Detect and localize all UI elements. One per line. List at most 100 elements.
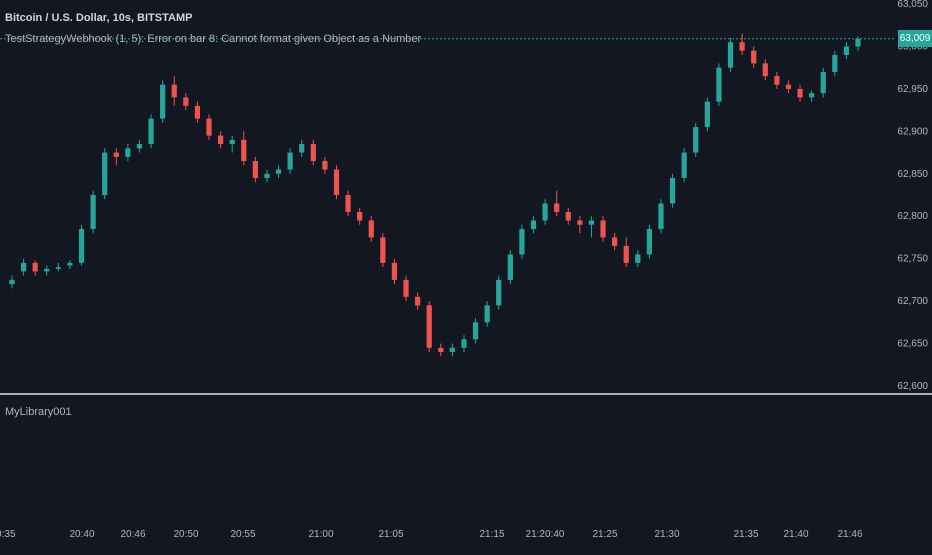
candle[interactable] xyxy=(727,37,734,72)
candle[interactable] xyxy=(530,216,537,234)
candle[interactable] xyxy=(20,258,27,276)
candle[interactable] xyxy=(299,139,305,157)
candle[interactable] xyxy=(380,233,386,268)
candle[interactable] xyxy=(171,76,177,106)
candle[interactable] xyxy=(681,148,687,183)
candle[interactable] xyxy=(252,156,258,183)
candle-body xyxy=(739,42,745,51)
candle[interactable] xyxy=(90,190,96,234)
candle[interactable] xyxy=(426,301,432,353)
candle[interactable] xyxy=(333,165,340,200)
candle[interactable] xyxy=(136,139,143,153)
candle[interactable] xyxy=(241,131,247,166)
candle[interactable] xyxy=(32,260,38,276)
x-tick-label: 20:50 xyxy=(173,529,198,540)
candle-body xyxy=(368,220,374,238)
candle[interactable] xyxy=(183,93,189,111)
candle-body xyxy=(669,178,676,204)
candle-body xyxy=(646,228,653,255)
candle-body xyxy=(102,152,108,195)
candle[interactable] xyxy=(125,144,131,162)
candle[interactable] xyxy=(554,190,560,217)
candle[interactable] xyxy=(345,190,351,217)
candle[interactable] xyxy=(217,131,224,149)
candle-body xyxy=(693,127,699,153)
candle[interactable] xyxy=(762,59,768,81)
candle[interactable] xyxy=(693,122,699,157)
candle[interactable] xyxy=(275,165,282,179)
candle[interactable] xyxy=(785,80,792,94)
candle[interactable] xyxy=(658,199,664,234)
candle[interactable] xyxy=(669,173,676,208)
candle-body xyxy=(206,118,212,136)
candle[interactable] xyxy=(542,199,548,225)
candle[interactable] xyxy=(832,50,838,77)
candle[interactable] xyxy=(55,262,61,272)
candle[interactable] xyxy=(67,260,73,269)
candle-body xyxy=(774,76,780,85)
candle-body xyxy=(299,144,305,153)
candle[interactable] xyxy=(194,101,201,123)
candle[interactable] xyxy=(739,33,745,55)
candle[interactable] xyxy=(357,207,363,225)
candle[interactable] xyxy=(438,343,444,357)
x-tick-label: 21:05 xyxy=(378,529,403,540)
candle[interactable] xyxy=(716,63,722,106)
candle[interactable] xyxy=(612,233,618,251)
candle[interactable] xyxy=(368,216,374,242)
candle[interactable] xyxy=(751,46,757,68)
candle[interactable] xyxy=(148,114,154,149)
candle-body xyxy=(345,195,351,212)
candle[interactable] xyxy=(160,80,166,123)
candle-body xyxy=(357,211,363,221)
candle[interactable] xyxy=(577,216,583,234)
x-tick-label: 20:55 xyxy=(230,529,255,540)
candle[interactable] xyxy=(391,258,398,285)
candle[interactable] xyxy=(600,216,606,242)
candle[interactable] xyxy=(472,318,479,344)
x-tick-label: 21:15 xyxy=(479,529,504,540)
candle[interactable] xyxy=(484,301,490,327)
candle[interactable] xyxy=(229,135,235,153)
candle-body xyxy=(9,279,15,285)
candle[interactable] xyxy=(287,148,293,174)
candle[interactable] xyxy=(403,275,409,302)
candle[interactable] xyxy=(623,237,629,268)
candle-body xyxy=(287,152,293,170)
candle-body xyxy=(67,262,73,266)
candle[interactable] xyxy=(704,97,710,132)
candle[interactable] xyxy=(496,275,502,310)
candle[interactable] xyxy=(264,169,270,183)
candle[interactable] xyxy=(507,250,513,285)
candle[interactable] xyxy=(415,292,421,310)
candle[interactable] xyxy=(797,84,803,102)
candle[interactable] xyxy=(78,224,85,266)
candle[interactable] xyxy=(646,224,653,259)
candle[interactable] xyxy=(461,335,467,353)
candle[interactable] xyxy=(635,250,641,268)
candle[interactable] xyxy=(843,42,850,60)
candle[interactable] xyxy=(322,156,328,174)
candle-body xyxy=(855,38,861,47)
candle[interactable] xyxy=(820,67,826,98)
candle[interactable] xyxy=(102,148,108,200)
candle-body xyxy=(751,50,757,64)
price-axis[interactable]: 63,05063,00062,95062,90062,85062,80062,7… xyxy=(897,0,928,392)
candle[interactable] xyxy=(449,343,455,357)
candle[interactable] xyxy=(9,275,15,289)
candle[interactable] xyxy=(113,148,119,166)
candle[interactable] xyxy=(44,265,50,276)
candle-body xyxy=(136,144,143,149)
candle[interactable] xyxy=(206,114,212,140)
time-axis[interactable]: 20:35 20:40 20:46 20:50 20:55 21:00 21:05 21:15… xyxy=(0,529,863,540)
candle[interactable] xyxy=(519,224,525,259)
candle[interactable] xyxy=(774,71,780,89)
candle[interactable] xyxy=(310,139,316,166)
candle-body xyxy=(635,254,641,263)
candle[interactable] xyxy=(588,216,595,238)
candle[interactable] xyxy=(565,207,571,225)
candle[interactable] xyxy=(809,90,815,102)
candle-body xyxy=(217,135,224,145)
